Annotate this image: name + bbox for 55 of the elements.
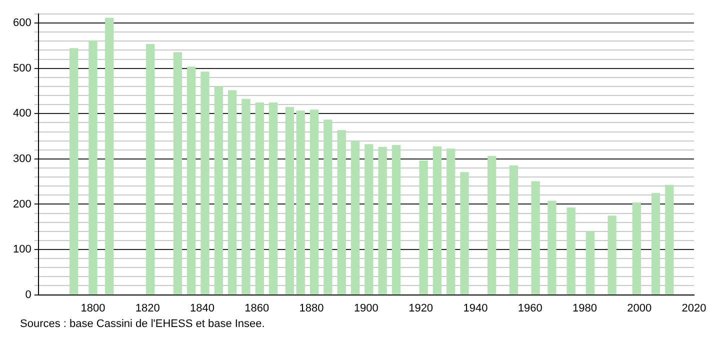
x-tick-label: 1840 xyxy=(190,302,215,314)
bar xyxy=(337,130,346,295)
x-tick-label: 2000 xyxy=(627,302,652,314)
bar xyxy=(285,106,294,295)
bar xyxy=(665,184,674,295)
bar xyxy=(586,231,595,295)
bar xyxy=(632,202,641,295)
bar xyxy=(488,156,496,295)
y-tick-label: 0 xyxy=(25,288,32,301)
bar xyxy=(173,52,182,295)
bar xyxy=(146,44,155,295)
y-tick-label: 500 xyxy=(12,62,32,74)
x-tick-label: 1940 xyxy=(463,302,488,314)
y-tick-label: 300 xyxy=(12,152,32,165)
bar xyxy=(200,72,210,295)
bar xyxy=(310,110,319,295)
x-tick-label: 1860 xyxy=(244,302,270,314)
bar xyxy=(608,216,616,295)
bar xyxy=(392,145,401,295)
bar xyxy=(187,66,196,295)
bar xyxy=(324,120,332,295)
bar xyxy=(419,160,428,295)
y-tick-label: 600 xyxy=(12,17,32,30)
x-tick-label: 1880 xyxy=(299,302,324,314)
bar xyxy=(242,98,250,295)
bar xyxy=(548,200,556,295)
bar xyxy=(268,102,278,295)
bar xyxy=(432,146,442,295)
y-tick-label: 400 xyxy=(12,108,32,120)
x-tick-label: 1980 xyxy=(572,302,597,314)
bar xyxy=(378,146,387,295)
x-tick-label: 1920 xyxy=(408,302,434,314)
bar xyxy=(364,144,374,295)
x-tick-label: 1820 xyxy=(135,302,160,314)
y-tick-label: 200 xyxy=(12,198,32,210)
x-tick-label: 1960 xyxy=(518,302,542,314)
source-note: Sources : base Cassini de l'EHESS et base Insee. xyxy=(20,318,265,330)
bar xyxy=(228,90,237,295)
bar xyxy=(296,110,305,295)
bar xyxy=(446,148,456,295)
bar xyxy=(460,172,469,295)
x-tick-label: 1800 xyxy=(80,302,106,314)
bar xyxy=(255,102,264,295)
bar xyxy=(105,18,114,295)
bar xyxy=(566,208,576,295)
bar xyxy=(350,140,360,295)
y-tick-label: 100 xyxy=(12,244,32,256)
bar xyxy=(651,193,660,295)
x-tick-label: 2020 xyxy=(682,302,706,314)
x-tick-label: 1900 xyxy=(354,302,378,314)
bar xyxy=(88,40,98,295)
bar xyxy=(509,165,518,295)
bar xyxy=(214,86,223,295)
bar xyxy=(70,48,78,295)
bar xyxy=(531,181,540,295)
